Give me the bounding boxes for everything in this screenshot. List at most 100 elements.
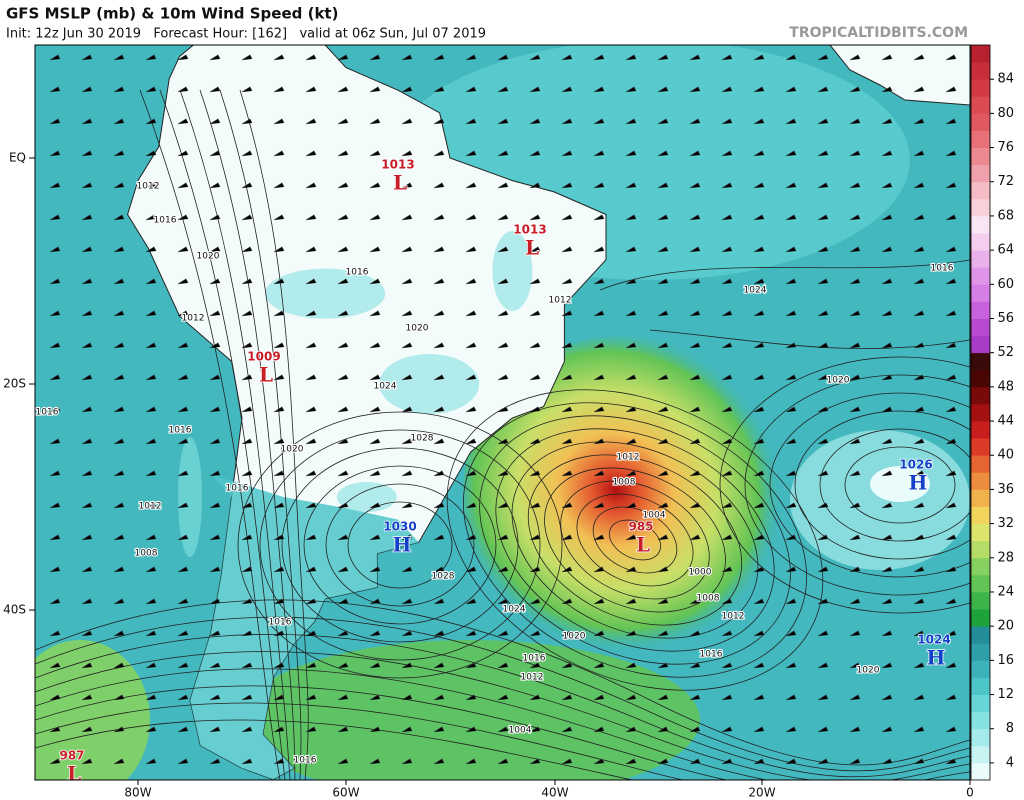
wind-barb xyxy=(465,150,477,157)
wind-barb xyxy=(657,278,669,285)
isobar xyxy=(237,411,563,679)
wind-barb xyxy=(785,214,797,221)
wind-barb xyxy=(593,342,605,349)
isobar-label: 1012 xyxy=(722,612,745,622)
wind-barb xyxy=(337,758,349,765)
wind-barb xyxy=(337,630,349,637)
wind-barb xyxy=(209,662,221,669)
center-symbol: L xyxy=(393,171,407,195)
wind-barb xyxy=(369,534,381,541)
wind-barb xyxy=(529,438,541,445)
wind-barb xyxy=(209,278,221,285)
wind-barb xyxy=(593,598,605,605)
land-wind xyxy=(265,268,386,319)
wind-barb xyxy=(113,54,125,61)
wind-barb xyxy=(753,726,765,733)
wind-barb xyxy=(465,470,477,477)
wind-barb xyxy=(593,758,605,765)
wind-barb xyxy=(145,214,157,221)
wind-barb xyxy=(849,502,861,509)
wind-barb xyxy=(145,86,157,93)
colorbar-label: 32 xyxy=(997,516,1014,531)
wind-barb xyxy=(337,534,349,541)
isobar xyxy=(219,89,302,780)
colorbar-swatch xyxy=(971,181,990,200)
wind-barb xyxy=(753,310,765,317)
isobar xyxy=(325,483,475,607)
wind-barb xyxy=(945,758,957,765)
wind-barb xyxy=(881,214,893,221)
wind-barb xyxy=(721,246,733,253)
wind-barb xyxy=(785,662,797,669)
wind-barb xyxy=(497,310,509,317)
wind-barb xyxy=(625,214,637,221)
wind-barb xyxy=(49,214,61,221)
isobar xyxy=(769,392,970,578)
wind-barbs xyxy=(49,54,957,765)
colorbar-label: 48 xyxy=(997,379,1014,394)
wind-barb xyxy=(177,214,189,221)
wind-barb xyxy=(945,406,957,413)
wind-barb xyxy=(497,374,509,381)
wind-barb xyxy=(433,662,445,669)
wind-barb xyxy=(465,758,477,765)
wind-barb xyxy=(433,758,445,765)
wind-barb xyxy=(561,54,573,61)
lon-label: 80W xyxy=(124,786,151,800)
wind-barb xyxy=(881,54,893,61)
wind-barb xyxy=(625,534,637,541)
wind-barb xyxy=(145,406,157,413)
wind-barb xyxy=(913,566,925,573)
wind-barb xyxy=(145,470,157,477)
wind-barb xyxy=(753,630,765,637)
wind-barb xyxy=(337,566,349,573)
colorbar-swatch xyxy=(971,574,990,593)
wind-barb xyxy=(241,86,253,93)
wind-barb xyxy=(273,310,285,317)
wind-barb xyxy=(81,662,93,669)
wind-barb xyxy=(209,726,221,733)
wind-barb xyxy=(817,502,829,509)
wind-barb xyxy=(81,54,93,61)
wind-barb xyxy=(81,502,93,509)
colorbar-swatch xyxy=(971,198,990,217)
wind-barb xyxy=(401,278,413,285)
wind-barb xyxy=(881,534,893,541)
wind-barb xyxy=(849,758,861,765)
wind-barb xyxy=(465,118,477,125)
wind-barb xyxy=(529,662,541,669)
wind-barb xyxy=(497,54,509,61)
wind-barb xyxy=(113,470,125,477)
isobar-label: 1020 xyxy=(827,376,850,386)
wind-barb xyxy=(305,438,317,445)
wind-barb xyxy=(305,182,317,189)
wind-barb xyxy=(209,630,221,637)
wind-barb xyxy=(593,118,605,125)
colorbar-label: 68 xyxy=(997,208,1014,223)
wind-barb xyxy=(305,598,317,605)
isobar xyxy=(139,89,281,780)
wind-barb xyxy=(81,310,93,317)
wind-barb xyxy=(593,502,605,509)
wind-barb xyxy=(369,406,381,413)
wind-barb xyxy=(529,694,541,701)
wind-barb xyxy=(369,502,381,509)
wind-barb xyxy=(305,662,317,669)
isobar-label: 1016 xyxy=(523,654,546,664)
wind-barb xyxy=(881,406,893,413)
wind-barb xyxy=(113,342,125,349)
wind-barb xyxy=(689,566,701,573)
colorbar-swatch xyxy=(971,643,990,661)
wind-barb xyxy=(49,54,61,61)
wind-barb xyxy=(369,118,381,125)
wind-barb xyxy=(241,118,253,125)
wind-barb xyxy=(689,470,701,477)
colorbar-swatch xyxy=(971,694,990,713)
isobar-label: 1020 xyxy=(281,445,304,455)
colorbar-swatch xyxy=(971,557,990,576)
wind-barb xyxy=(817,662,829,669)
wind-barb xyxy=(913,406,925,413)
wind-barb xyxy=(401,150,413,157)
wind-barb xyxy=(177,246,189,253)
wind-barb xyxy=(945,374,957,381)
